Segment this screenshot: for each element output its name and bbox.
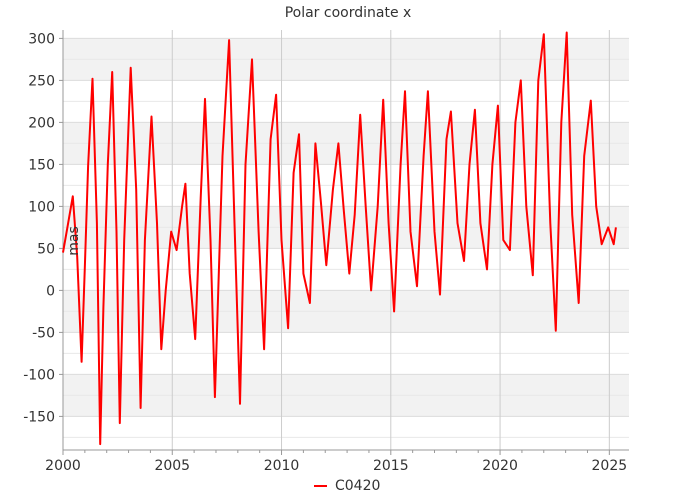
y-tick-label: 200: [28, 115, 55, 131]
y-tick-label: 250: [28, 73, 55, 89]
series-line-c0420: [62, 31, 617, 446]
y-tick-label: -50: [32, 325, 55, 341]
y-tick-label: 150: [28, 157, 55, 173]
legend[interactable]: C0420: [314, 478, 380, 494]
series-group: [62, 31, 617, 446]
x-tick-label: 2025: [592, 458, 628, 474]
x-tick-label: 2005: [154, 458, 190, 474]
y-axis-label: mas: [66, 226, 82, 256]
y-tick-label: -150: [23, 409, 55, 425]
y-tick-label: 50: [37, 241, 55, 257]
x-tick-label: 2000: [45, 458, 81, 474]
chart-title: Polar coordinate x: [285, 5, 412, 21]
y-tick-label: -100: [23, 367, 55, 383]
y-tick-label: 0: [46, 283, 55, 299]
x-tick-label: 2015: [373, 458, 409, 474]
y-tick-label: 300: [28, 31, 55, 47]
y-tick-label: 100: [28, 199, 55, 215]
x-tick-label: 2010: [264, 458, 300, 474]
axes: -150 -100 -50 0 50 100 150 200 250 300 2000 2005 201…: [23, 30, 629, 474]
x-tick-label: 2020: [482, 458, 518, 474]
legend-label-c0420: C0420: [335, 478, 380, 494]
